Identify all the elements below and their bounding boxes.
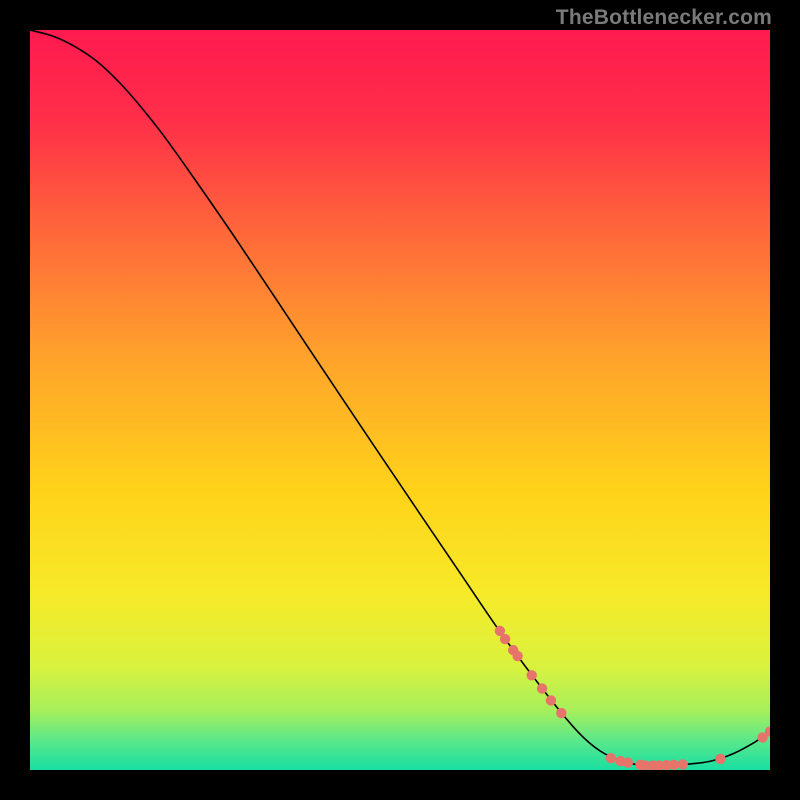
data-marker — [527, 670, 537, 680]
data-marker — [556, 708, 566, 718]
data-marker — [606, 753, 616, 763]
data-marker — [537, 683, 547, 693]
data-marker — [669, 760, 679, 770]
plot-svg — [30, 30, 770, 770]
data-marker — [715, 754, 725, 764]
data-marker — [623, 757, 633, 767]
plot-area — [30, 30, 770, 770]
data-marker — [546, 695, 556, 705]
chart-frame: TheBottlenecker.com — [0, 0, 800, 800]
data-marker — [677, 759, 687, 769]
gradient-background — [30, 30, 770, 770]
data-marker — [500, 634, 510, 644]
data-marker — [512, 651, 522, 661]
watermark-text: TheBottlenecker.com — [556, 6, 772, 30]
